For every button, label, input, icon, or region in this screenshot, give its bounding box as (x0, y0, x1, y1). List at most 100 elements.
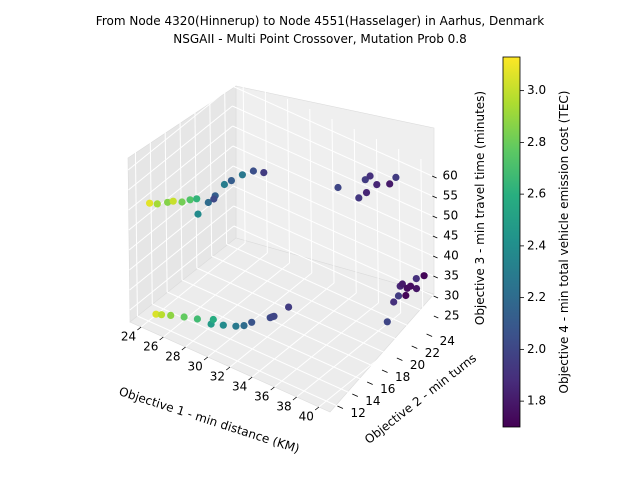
colorbar-tick-label: 2.0 (527, 342, 546, 356)
y-tick-label: 22 (425, 346, 440, 360)
y-tick-mark (337, 405, 344, 409)
data-point (285, 303, 293, 311)
colorbar-tick-label: 2.2 (527, 290, 546, 304)
data-point (248, 318, 256, 326)
grid-line-z (233, 205, 434, 297)
grid-line-z (232, 145, 434, 237)
data-point (219, 321, 227, 329)
data-point (209, 315, 217, 324)
grid-line-x (287, 98, 291, 264)
colorbar-tick-label: 2.4 (527, 238, 546, 252)
data-point (204, 198, 212, 207)
grid-line-z (232, 125, 433, 217)
x-tick-label: 36 (254, 390, 269, 404)
data-point (157, 311, 166, 319)
x-tick-mark (203, 356, 209, 361)
data-point (390, 298, 398, 306)
z-tick-label: 40 (443, 249, 458, 263)
x-tick-label: 24 (121, 330, 136, 344)
data-point (362, 189, 371, 197)
data-point (355, 194, 363, 202)
data-point (193, 315, 201, 323)
data-point (152, 310, 160, 318)
data-point (392, 173, 400, 181)
z-tick-label: 30 (444, 289, 459, 303)
grid-line-x (309, 108, 313, 274)
data-point (146, 199, 154, 207)
grid-line-z (232, 105, 433, 197)
grid-line-y (211, 255, 412, 347)
y-tick-mark (352, 393, 359, 397)
data-point (220, 180, 228, 189)
data-point (167, 311, 175, 319)
grid-line-z (128, 145, 234, 231)
grid-line-z (233, 225, 435, 317)
data-point (180, 313, 188, 321)
y-tick-label: 12 (350, 406, 365, 420)
data-point (398, 280, 406, 288)
grid-line-x (420, 158, 424, 324)
data-point (334, 183, 342, 192)
colorbar: 1.8 2.0 2.2 2.4 2.6 2.8 3.0 Objective 4 - min … (502, 56, 571, 428)
colorbar-ticks: 1.8 2.0 2.2 2.4 2.6 2.8 3.0 (520, 83, 546, 408)
data-point (383, 318, 391, 326)
z-tick-label: 50 (443, 209, 458, 223)
z-tick-label: 55 (443, 189, 458, 203)
grid-line-y (179, 115, 183, 281)
y-tick-mark (381, 369, 388, 373)
z-tick-label: 35 (444, 269, 459, 283)
data-point (402, 291, 410, 300)
grid-line-x (353, 128, 357, 294)
colorbar-label: Objective 4 - min total vehicle emission… (557, 91, 571, 394)
grid-line-x (375, 138, 379, 304)
grid-line-z (233, 185, 434, 277)
colorbar-tick-label: 1.8 (527, 394, 546, 408)
data-point (249, 167, 257, 175)
y-tick-label: 14 (365, 394, 380, 408)
colorbar-gradient (502, 56, 521, 428)
grid-line-y (226, 243, 427, 335)
x-tick-label: 26 (143, 340, 158, 354)
data-point (238, 171, 246, 179)
z-tick-label: 60 (443, 169, 458, 183)
y-tick-label: 16 (380, 382, 395, 396)
y-tick-label: 20 (410, 358, 425, 372)
data-point (366, 172, 374, 180)
x-tick-mark (226, 366, 231, 371)
x-tick-mark (248, 376, 253, 381)
z-tick-mark (432, 215, 438, 219)
x-tick-mark (137, 326, 142, 331)
data-point (412, 275, 420, 283)
x-tick-mark (292, 396, 297, 401)
data-point (232, 322, 240, 330)
x-tick-mark (270, 386, 275, 391)
grid-line-z (128, 125, 233, 211)
z-tick-mark (433, 295, 439, 299)
z-tick-mark (433, 315, 439, 319)
data-point (260, 169, 268, 177)
data-point (373, 181, 381, 189)
grid-line-x (331, 118, 335, 284)
x-tick-mark (181, 346, 186, 351)
data-point (394, 292, 403, 300)
grid-line-z (232, 165, 434, 257)
data-point (164, 198, 172, 206)
data-point (227, 177, 235, 185)
data-point (193, 195, 201, 203)
chart-title: From Node 4320(Hinnerup) to Node 4551(Ha… (96, 14, 544, 28)
data-point (420, 272, 428, 280)
grid-lines (127, 78, 435, 408)
z-tick-mark (432, 195, 437, 199)
x-tick-label: 34 (232, 380, 247, 394)
z-tick-label: 45 (443, 229, 458, 243)
grid-line-z (231, 85, 433, 177)
grid-line-y (224, 79, 228, 245)
colorbar-tick-label: 3.0 (527, 83, 546, 97)
grid-line-y (181, 279, 383, 371)
data-point (194, 210, 202, 218)
z-tick-mark (432, 235, 438, 239)
grid-line-y (166, 291, 368, 383)
z-tick-mark (432, 255, 438, 259)
